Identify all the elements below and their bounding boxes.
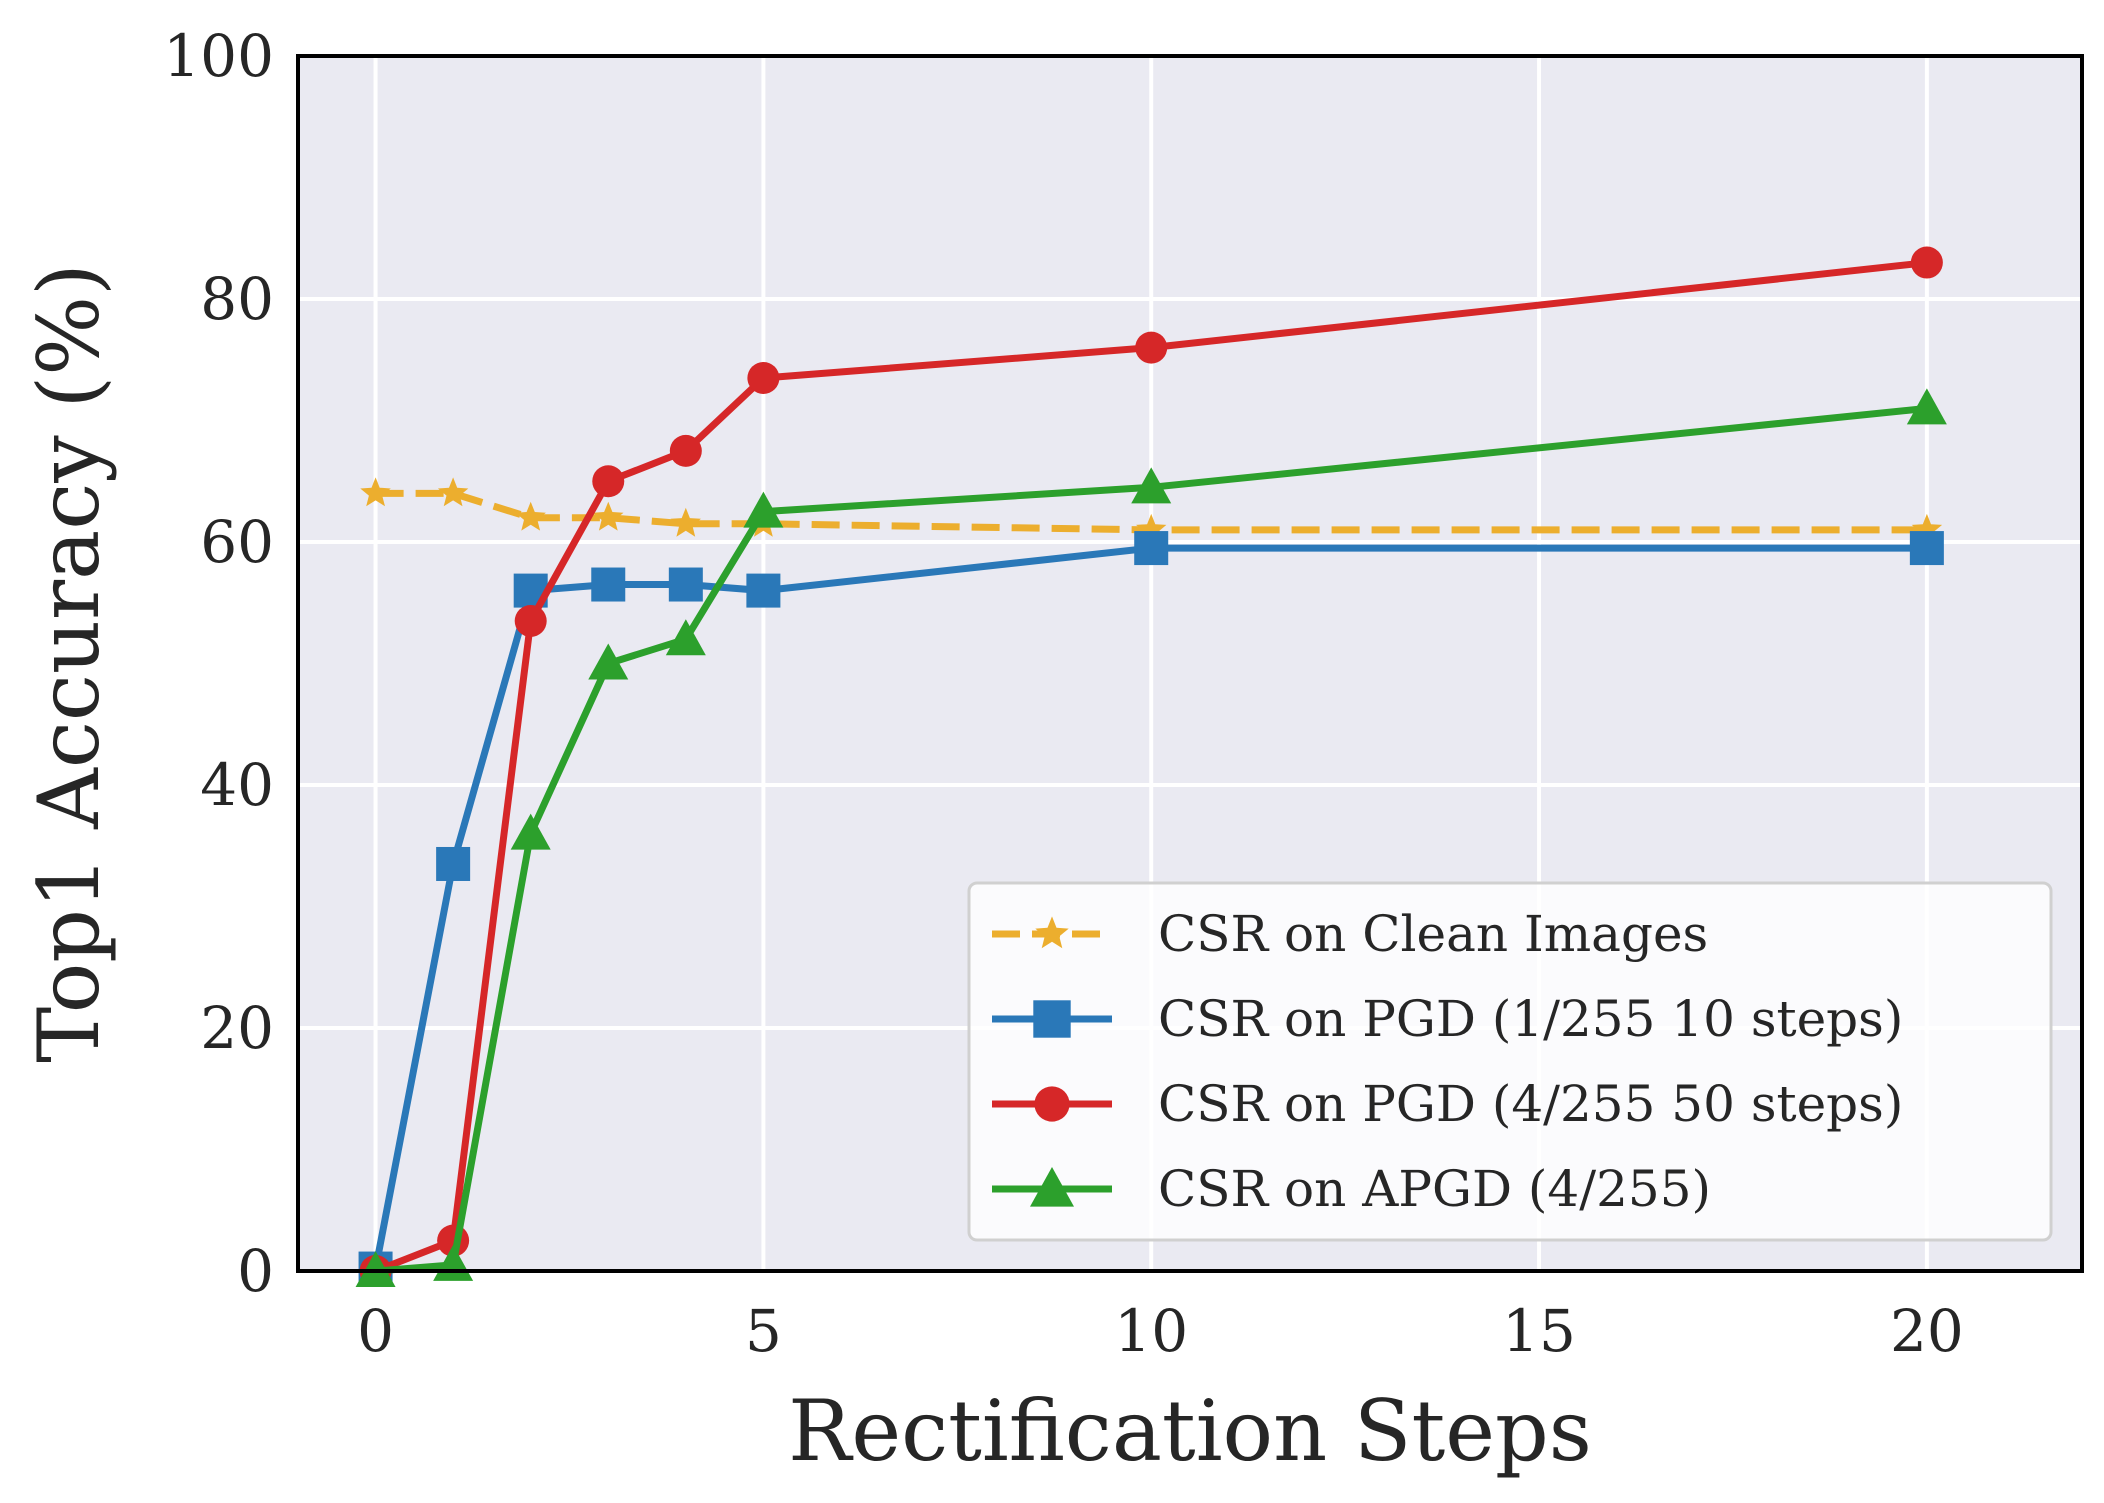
legend-marker-triangle [1030,1167,1074,1207]
data-point-triangle [510,813,551,850]
legend-label: CSR on APGD (4/255) [1158,1160,1711,1218]
y-tick-label: 40 [200,751,274,819]
legend-label: CSR on PGD (1/255 10 steps) [1158,990,1903,1048]
legend-box [967,881,2053,1242]
series-circle [359,246,1943,1287]
legend-label: CSR on PGD (4/255 50 steps) [1158,1075,1903,1133]
data-point-star [593,501,624,531]
legend: CSR on Clean Images CSR on PGD (1/255 10 … [967,881,2053,1242]
data-point-square [436,846,471,881]
data-point-triangle [588,643,629,680]
x-tick-label: 5 [745,1297,782,1365]
y-tick-label: 60 [200,508,274,576]
tick-labels: 0 5 10 15 20 0 20 40 60 80 100 [163,22,1963,1365]
data-point-circle [514,604,547,637]
y-tick-label: 100 [163,22,274,90]
series-line [372,544,1927,1270]
data-point-circle [592,465,625,498]
data-point-triangle [743,491,784,528]
data-point-circle [747,361,780,394]
data-point-circle [669,434,702,467]
data-point-square [668,567,703,602]
data-point-triangle [1131,467,1172,504]
y-axis-label: Top1 Accuracy (%) [20,263,118,1063]
y-tick-label: 0 [237,1237,274,1305]
x-tick-label: 0 [357,1297,394,1365]
x-tick-label: 15 [1502,1297,1576,1365]
data-point-square [746,573,781,608]
data-point-star [437,477,469,507]
series-layer [355,246,1947,1287]
data-point-star [515,501,546,531]
x-tick-label: 10 [1114,1297,1188,1365]
data-point-square [591,567,626,602]
plot-frame [296,54,2084,1273]
data-point-circle [1910,246,1943,279]
y-tick-label: 20 [200,994,274,1062]
series-triangle [355,388,1947,1287]
data-point-square [1909,531,1944,566]
data-point-star [1911,513,1943,543]
series-line [375,404,1928,1275]
data-point-star [670,507,701,537]
legend-label: CSR on Clean Images [1158,905,1708,963]
y-tick-label: 80 [200,265,274,333]
legend-marker-circle [1034,1086,1070,1122]
data-point-triangle [665,619,706,656]
data-point-square [1134,531,1169,566]
data-point-star [360,477,391,507]
series-line [374,259,1928,1275]
series-line [375,489,1927,534]
data-point-triangle [1906,388,1947,425]
x-tick-label: 20 [1890,1297,1964,1365]
data-point-star [1136,513,1167,543]
x-axis-label: Rectification Steps [788,1382,1592,1480]
series-square [358,531,1944,1286]
data-point-circle [1135,331,1168,364]
legend-marker-square [1033,1000,1071,1038]
legend-marker-star [1035,916,1069,949]
